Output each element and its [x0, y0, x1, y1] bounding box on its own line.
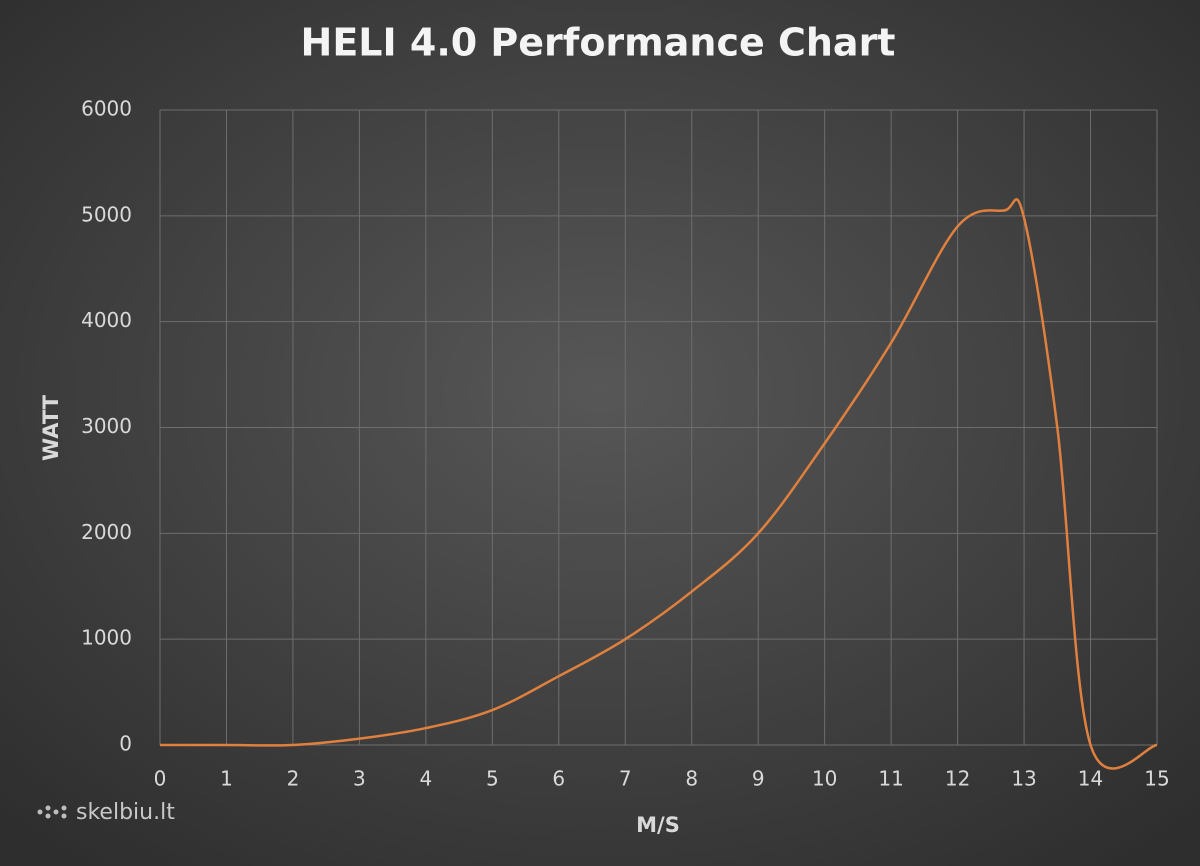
y-tick-label: 2000	[81, 520, 132, 544]
x-tick-label: 2	[287, 767, 300, 791]
x-tick-label: 8	[685, 767, 698, 791]
chart-title: HELI 4.0 Performance Chart	[301, 21, 896, 65]
y-tick-label: 0	[119, 732, 132, 756]
x-tick-label: 11	[878, 767, 903, 791]
x-tick-label: 7	[619, 767, 632, 791]
x-tick-label: 0	[154, 767, 167, 791]
x-tick-label: 14	[1078, 767, 1103, 791]
x-tick-label: 15	[1144, 767, 1169, 791]
watermark: skelbiu.lt	[76, 800, 175, 825]
y-axis-label: WATT	[39, 394, 63, 461]
x-tick-label: 3	[353, 767, 366, 791]
y-tick-label: 3000	[81, 414, 132, 438]
y-tick-label: 4000	[81, 308, 132, 332]
series-line	[160, 198, 1158, 770]
watermark-icon	[37, 805, 67, 819]
x-tick-label: 1	[220, 767, 233, 791]
x-tick-label: 6	[552, 767, 565, 791]
x-tick-label: 10	[812, 767, 837, 791]
y-tick-label: 5000	[81, 202, 132, 226]
x-tick-label: 12	[945, 767, 970, 791]
y-tick-label: 1000	[81, 626, 132, 650]
x-tick-label: 13	[1011, 767, 1036, 791]
y-tick-label: 6000	[81, 97, 132, 121]
x-tick-label: 9	[752, 767, 765, 791]
x-tick-label: 4	[419, 767, 432, 791]
x-tick-label: 5	[486, 767, 499, 791]
x-axis-label: M/S	[636, 813, 680, 837]
